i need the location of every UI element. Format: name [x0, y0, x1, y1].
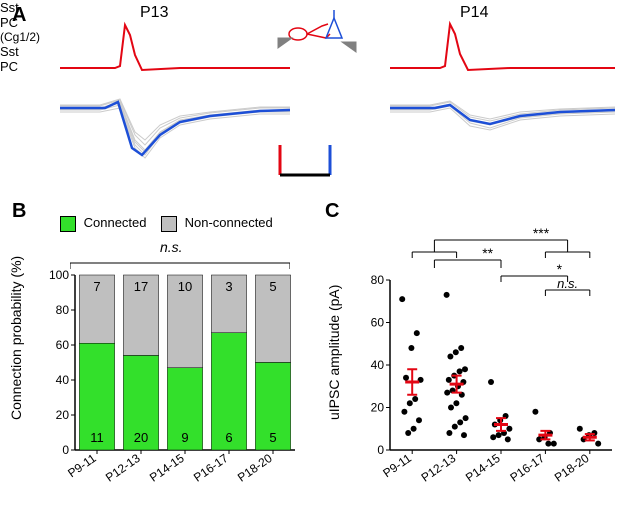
svg-text:***: *** [533, 225, 550, 241]
svg-text:9: 9 [181, 430, 188, 445]
svg-text:20: 20 [371, 401, 385, 415]
panel-c-label: C [325, 200, 339, 223]
svg-text:*: * [557, 261, 563, 277]
svg-text:60: 60 [371, 316, 385, 330]
svg-text:P9-11: P9-11 [65, 451, 99, 481]
panel-b-ns-bracket [70, 256, 290, 270]
legend-connected-label: Connected [84, 215, 147, 230]
svg-text:11: 11 [90, 430, 104, 445]
svg-text:10: 10 [178, 279, 192, 294]
panel-a-circuit-icon [272, 8, 362, 68]
svg-text:0: 0 [62, 443, 69, 457]
svg-text:P9-11: P9-11 [380, 451, 414, 481]
svg-text:40: 40 [56, 373, 70, 387]
svg-text:6: 6 [225, 430, 232, 445]
svg-text:7: 7 [93, 279, 100, 294]
panel-b-chart: 0 20 40 60 80 100 7 11 P9-11 17 20 P12-13 10 9 P14-15 3… [45, 270, 300, 505]
panel-b-label: B [12, 200, 26, 223]
svg-text:3: 3 [225, 279, 232, 294]
panel-a-right-traces [390, 20, 615, 180]
svg-text:P16-17: P16-17 [191, 451, 231, 485]
svg-text:P12-13: P12-13 [419, 451, 459, 485]
panel-c-ylabel: uIPSC amplitude (pA) [326, 285, 342, 420]
panel-c-chart: 020406080P9-11P12-13P14-15P16-17P18-20**… [358, 220, 620, 505]
svg-text:17: 17 [134, 279, 148, 294]
svg-text:**: ** [482, 245, 493, 261]
svg-text:P14-15: P14-15 [463, 451, 503, 485]
svg-text:P14-15: P14-15 [147, 451, 187, 485]
svg-text:5: 5 [269, 430, 276, 445]
svg-text:80: 80 [371, 273, 385, 287]
svg-text:5: 5 [269, 279, 276, 294]
svg-text:P18-20: P18-20 [235, 451, 275, 485]
svg-text:80: 80 [56, 303, 70, 317]
svg-text:P18-20: P18-20 [552, 451, 592, 485]
legend-nonconnected-swatch [161, 216, 177, 232]
svg-text:20: 20 [134, 430, 148, 445]
legend-nonconnected-label: Non-connected [185, 215, 273, 230]
svg-text:n.s.: n.s. [557, 276, 578, 291]
panel-b-ns-label: n.s. [160, 239, 183, 255]
svg-text:100: 100 [49, 270, 69, 282]
panel-a-left-traces [60, 20, 290, 180]
svg-text:P12-13: P12-13 [103, 451, 143, 485]
panel-a-scale-bars [270, 140, 340, 190]
panel-b-ylabel: Connection probability (%) [8, 256, 24, 420]
svg-text:60: 60 [56, 338, 70, 352]
panel-b-legend: Connected Non-connected [60, 215, 273, 232]
svg-text:P16-17: P16-17 [507, 451, 547, 485]
svg-text:20: 20 [56, 408, 70, 422]
panel-a-label: A [12, 4, 26, 27]
legend-connected-swatch [60, 216, 76, 232]
svg-text:40: 40 [371, 358, 385, 372]
svg-text:0: 0 [377, 443, 384, 457]
